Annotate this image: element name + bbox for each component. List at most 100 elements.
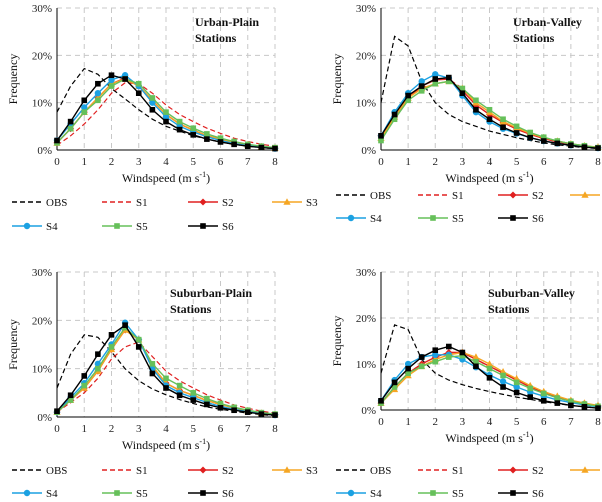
data-point-s5 (149, 361, 156, 367)
x-tick-label: 4 (163, 156, 169, 168)
legend-item-s4: S4 (12, 221, 58, 233)
legend-item-s4: S4 (336, 213, 382, 225)
legend-item-s6: S6 (498, 488, 544, 500)
chart-panel-2: 0 1 2 3 4 5 6 7 8 0% 10% 20% 30% Windspeed (m s-1) Fre… (330, 3, 602, 225)
data-point-s6 (231, 141, 237, 148)
legend-label: S4 (370, 213, 382, 225)
panel-title-line: Stations (195, 31, 237, 45)
data-point-s6 (163, 385, 169, 391)
legend-item-s2: S2 (498, 465, 544, 477)
data-point-s6 (527, 394, 533, 400)
x-tick-label: 1 (405, 416, 411, 428)
data-point-s5 (459, 85, 466, 92)
x-tick-label: 2 (433, 416, 439, 428)
data-point-s6 (135, 90, 142, 96)
y-tick-label: 10% (32, 364, 52, 376)
x-axis-label: Windspeed (m s-1) (445, 430, 533, 445)
x-axis-label-end: ) (206, 438, 210, 452)
data-point-s5 (500, 372, 506, 379)
data-point-s4 (513, 383, 520, 391)
data-point-s5 (67, 397, 74, 403)
data-point-s6 (473, 363, 479, 370)
data-point-s6 (149, 370, 156, 377)
chart-panel-1: 0 1 2 3 4 5 6 7 8 0% 10% 20% 30% Windspeed (m s-1) Fre… (6, 3, 318, 233)
data-point-s6 (527, 134, 533, 141)
legend-item-s6: S6 (188, 488, 234, 500)
series-s6 (378, 74, 601, 151)
legend-item-obs: OBS (336, 465, 391, 477)
legend-label: S5 (136, 221, 148, 233)
data-point-s5 (405, 97, 411, 104)
x-axis-label-sup: -1 (523, 430, 530, 439)
data-point-s5 (527, 385, 533, 392)
x-tick-label: 3 (460, 156, 466, 168)
panel-title-line: Urban-Valley (513, 15, 582, 29)
data-point-s6 (258, 144, 265, 151)
data-point-s5 (217, 400, 224, 407)
x-tick-label: 5 (514, 416, 520, 428)
legend-label: S5 (452, 213, 464, 225)
data-point-s6 (459, 349, 466, 356)
legend-item-s4: S4 (336, 488, 382, 500)
data-point-s6 (500, 384, 506, 390)
y-tick-label: 10% (356, 98, 376, 110)
x-axis-label-main: Windspeed (m s (445, 171, 523, 185)
data-point-s5 (486, 106, 493, 113)
x-axis-label-sup: -1 (523, 170, 530, 179)
y-tick-label: 20% (356, 313, 376, 325)
x-tick-label: 7 (568, 156, 574, 168)
data-point-s6 (473, 106, 479, 113)
legend-label: S4 (46, 221, 58, 233)
x-tick-label: 4 (487, 416, 493, 428)
legend-marker (347, 214, 355, 222)
data-point-s6 (432, 347, 439, 353)
x-tick-label: 0 (54, 156, 60, 168)
legend-label: OBS (370, 465, 391, 477)
y-tick-label: 30% (32, 267, 52, 279)
legend-marker (510, 215, 516, 221)
y-tick-label: 20% (32, 50, 52, 62)
x-tick-label: 7 (245, 156, 251, 168)
legend-marker (510, 490, 516, 496)
y-tick-label: 0% (37, 145, 52, 157)
data-point-s6 (513, 389, 520, 396)
x-tick-label: 0 (378, 156, 384, 168)
legend-marker (114, 490, 120, 496)
data-point-s4 (432, 351, 439, 358)
x-axis-label-end: ) (530, 431, 534, 445)
data-point-s5 (204, 131, 210, 137)
data-point-s6 (258, 411, 265, 417)
data-point-s5 (500, 116, 506, 123)
data-point-s5 (391, 384, 398, 390)
x-tick-label: 2 (433, 156, 439, 168)
legend-item-s5: S5 (102, 488, 148, 500)
legend-item-s3: S3 (570, 466, 600, 473)
data-point-s6 (272, 412, 278, 418)
series-s6 (378, 343, 601, 411)
x-tick-label: 6 (218, 423, 224, 435)
data-point-s5 (391, 116, 398, 123)
data-point-s6 (244, 143, 251, 150)
y-tick-label: 0% (361, 405, 376, 417)
legend-item-s3: S3 (272, 197, 318, 209)
x-tick-label: 4 (163, 423, 169, 435)
x-tick-label: 3 (136, 156, 142, 168)
data-point-s6 (378, 398, 384, 404)
x-tick-label: 7 (245, 423, 251, 435)
data-point-s5 (135, 336, 142, 343)
data-point-s5 (486, 365, 493, 372)
x-tick-label: 7 (568, 416, 574, 428)
y-tick-label: 30% (32, 3, 52, 15)
y-tick-label: 20% (32, 315, 52, 327)
series-s6 (54, 72, 278, 152)
x-axis-label-sup: -1 (199, 437, 206, 446)
data-point-s5 (149, 95, 156, 101)
x-tick-label: 6 (218, 156, 224, 168)
data-point-s5 (378, 137, 384, 144)
legend-item-s2: S2 (498, 190, 544, 202)
legend-marker (430, 215, 436, 221)
legend-label: S5 (452, 488, 464, 500)
legend-marker (200, 223, 206, 229)
data-point-s5 (432, 358, 439, 365)
legend-marker (509, 466, 517, 474)
